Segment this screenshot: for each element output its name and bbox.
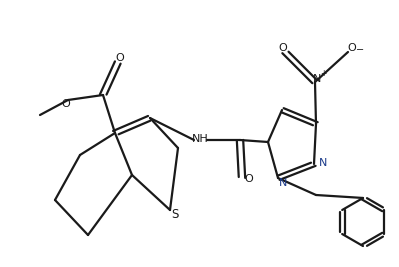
Text: S: S (171, 208, 178, 221)
Text: N: N (313, 74, 321, 84)
Text: O: O (61, 99, 70, 109)
Text: −: − (356, 45, 364, 55)
Text: O: O (116, 53, 124, 63)
Text: NH: NH (192, 134, 208, 144)
Text: O: O (279, 43, 287, 53)
Text: O: O (348, 43, 356, 53)
Text: O: O (245, 174, 253, 184)
Text: N: N (318, 158, 327, 168)
Text: N: N (279, 178, 287, 188)
Text: +: + (320, 69, 327, 78)
